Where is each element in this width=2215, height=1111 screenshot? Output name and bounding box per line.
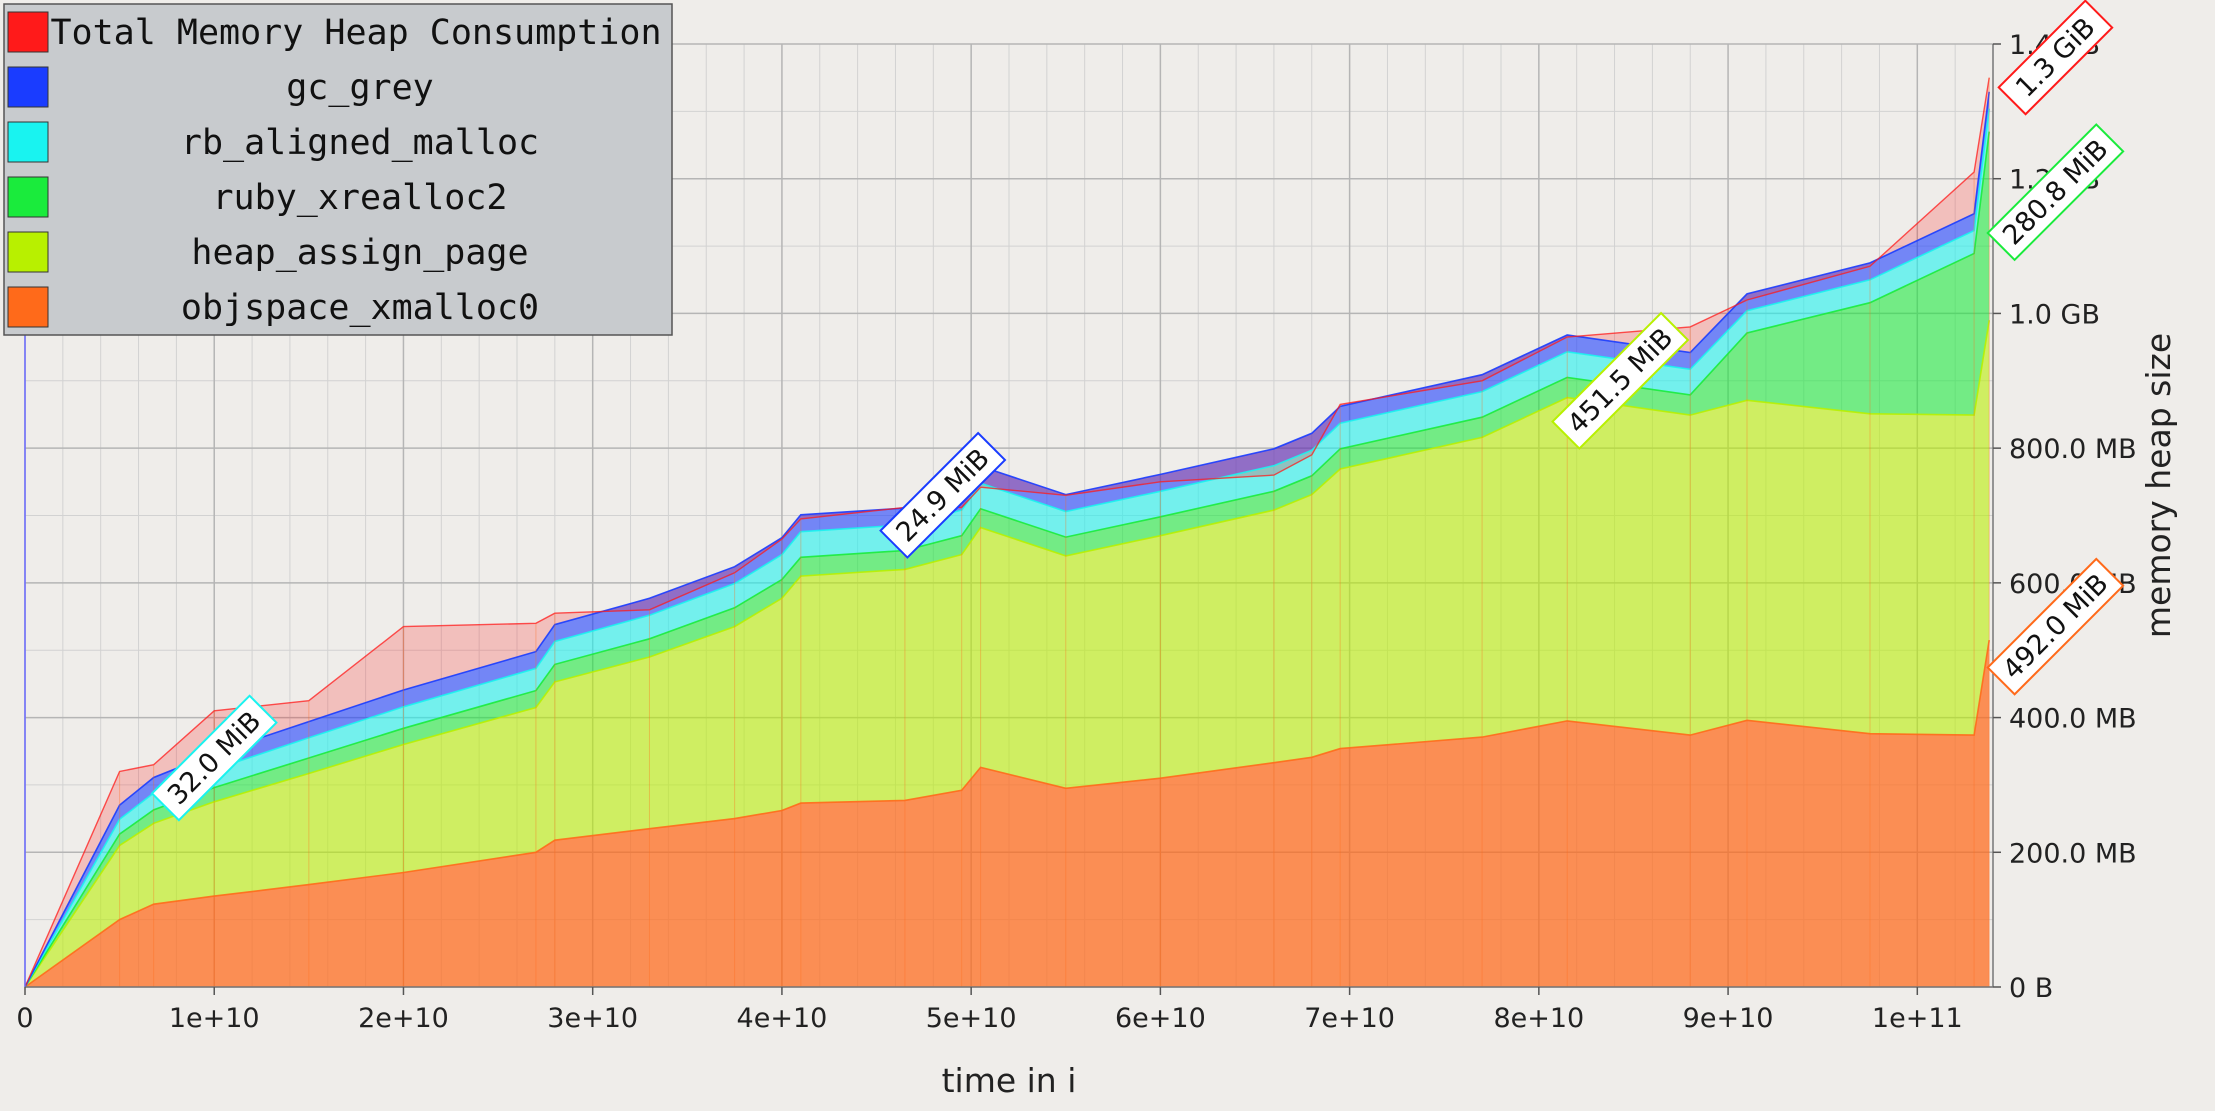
- x-tick-label: 9e+10: [1683, 1003, 1774, 1034]
- annotation-box: [1551, 311, 1690, 450]
- annotation-box: [879, 431, 1007, 559]
- x-tick-label: 5e+10: [926, 1003, 1017, 1034]
- x-tick-label: 7e+10: [1304, 1003, 1395, 1034]
- stacked-areas: [25, 77, 1990, 988]
- annotation-box: [1986, 123, 2125, 262]
- y-tick-label: 200.0 MB: [2009, 838, 2137, 869]
- annotation-box: [150, 694, 278, 822]
- area-heap-assign-page: [25, 320, 1990, 987]
- annotation-box: [1997, 0, 2114, 116]
- legend-swatch: [7, 11, 49, 53]
- x-tick-label: 8e+10: [1493, 1003, 1584, 1034]
- line-objspace-xmalloc0: [24, 639, 1990, 988]
- legend-label: objspace_xmalloc0: [181, 288, 539, 328]
- legend-swatch: [7, 231, 49, 273]
- y-tick-label: 1.0 GB: [2009, 299, 2100, 330]
- legend-label: heap_assign_page: [191, 233, 528, 273]
- annotation-box: [1986, 557, 2125, 696]
- line-ruby-xrealloc2: [24, 131, 1990, 988]
- legend-label: gc_grey: [286, 68, 434, 108]
- y-tick-label: 400.0 MB: [2009, 704, 2137, 735]
- legend-box: [3, 3, 673, 336]
- x-tick-label: 1e+11: [1872, 1003, 1963, 1034]
- legend-label: ruby_xrealloc2: [212, 178, 507, 218]
- legend-items: Total Memory Heap Consumption gc_grey rb_a…: [7, 11, 662, 328]
- x-tick-label: 4e+10: [737, 1003, 828, 1034]
- legend-swatch: [7, 286, 49, 328]
- x-tick-label: 3e+10: [547, 1003, 638, 1034]
- area-objspace-xmalloc0: [25, 640, 1990, 987]
- x-axis-title: time in i: [942, 1061, 1077, 1100]
- legend-label: Total Memory Heap Consumption: [50, 13, 661, 53]
- legend-swatch: [7, 66, 49, 108]
- y-axis-title: memory heap size: [2139, 333, 2178, 638]
- x-tick-label: 6e+10: [1115, 1003, 1206, 1034]
- x-tick-label: 2e+10: [358, 1003, 449, 1034]
- legend-label: rb_aligned_malloc: [181, 123, 539, 163]
- x-tick-labels: 0 1e+10 2e+10 3e+10 4e+10 5e+10 6e+10 7e+10 8e+1…: [16, 987, 1963, 1034]
- legend: Total Memory Heap Consumption gc_grey rb_a…: [3, 3, 673, 336]
- legend-swatch: [7, 121, 49, 163]
- x-tick-label: 1e+10: [169, 1003, 260, 1034]
- x-tick-label: 0: [16, 1003, 33, 1034]
- y-tick-label: 800.0 MB: [2009, 434, 2137, 465]
- legend-swatch: [7, 176, 49, 218]
- y-tick-label: 0 B: [2009, 973, 2053, 1004]
- line-heap-assign-page: [24, 320, 1990, 988]
